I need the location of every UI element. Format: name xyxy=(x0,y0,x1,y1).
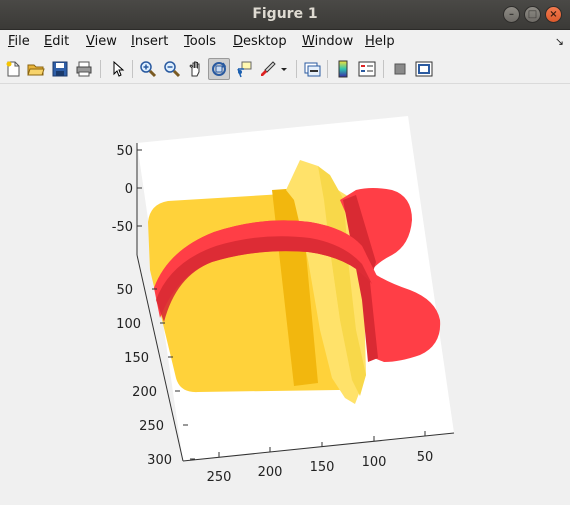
y-tick-label: 150 xyxy=(124,351,149,366)
pan-hand-icon[interactable] xyxy=(185,58,207,80)
menu-file[interactable]: File xyxy=(8,34,30,49)
x-axis-line xyxy=(182,432,455,462)
x-axis-ticks: 250 200 150 100 50 xyxy=(207,431,434,485)
x-tick-label: 50 xyxy=(417,450,434,465)
brush-icon[interactable] xyxy=(257,58,279,80)
y-axis-line xyxy=(136,254,184,462)
show-plot-tools-icon[interactable] xyxy=(413,58,435,80)
save-icon[interactable] xyxy=(49,58,71,80)
z-tick-label: 0 xyxy=(125,182,133,197)
minimize-icon[interactable]: – xyxy=(503,6,520,23)
close-icon[interactable]: × xyxy=(545,6,562,23)
menu-view[interactable]: View xyxy=(86,34,117,49)
y-axis-ticks: 50 100 150 200 250 300 xyxy=(116,283,195,468)
z-tick-label: -50 xyxy=(112,220,133,235)
new-figure-icon[interactable] xyxy=(2,58,24,80)
z-tick-label: 50 xyxy=(116,144,133,159)
menu-insert[interactable]: Insert xyxy=(131,34,169,49)
zoom-in-icon[interactable] xyxy=(137,58,159,80)
pointer-icon[interactable] xyxy=(106,58,128,80)
rotate-3d-icon[interactable] xyxy=(208,58,230,80)
red-ribbon-surface xyxy=(154,220,378,322)
menu-desktop[interactable]: Desktop xyxy=(233,34,287,49)
hide-plot-tools-icon[interactable] xyxy=(389,58,411,80)
x-tick-label: 150 xyxy=(310,460,335,475)
dock-arrow-icon[interactable]: ↘ xyxy=(554,35,564,48)
window-titlebar[interactable]: Figure 1 – □ × xyxy=(0,0,570,30)
red-bow-surface xyxy=(340,188,441,362)
axis-lines xyxy=(136,143,455,462)
menu-window[interactable]: Window xyxy=(302,34,354,49)
menu-bar: File Edit View Insert Tools Desktop Wind… xyxy=(0,30,570,54)
toolbar-separator xyxy=(132,60,133,78)
z-axis-ticks: 50 0 -50 xyxy=(112,144,142,235)
toolbar-separator xyxy=(296,60,297,78)
menu-edit[interactable]: Edit xyxy=(44,34,70,49)
colorbar-icon[interactable] xyxy=(332,58,354,80)
y-tick-label: 300 xyxy=(147,453,172,468)
figure-toolbar xyxy=(0,54,570,84)
y-tick-label: 100 xyxy=(116,317,141,332)
toolbar-separator xyxy=(383,60,384,78)
link-plot-icon[interactable] xyxy=(301,58,323,80)
menu-help[interactable]: Help xyxy=(365,34,395,49)
plot-canvas[interactable]: 50 0 -50 50 100 150 200 250 300 250 200 … xyxy=(0,85,570,505)
window-title: Figure 1 xyxy=(252,6,318,22)
y-tick-label: 200 xyxy=(132,385,157,400)
x-tick-label: 200 xyxy=(258,465,283,480)
zoom-out-icon[interactable] xyxy=(161,58,183,80)
toolbar-separator xyxy=(327,60,328,78)
toolbar-separator xyxy=(100,60,101,78)
y-tick-label: 250 xyxy=(139,419,164,434)
maximize-icon[interactable]: □ xyxy=(524,6,541,23)
menu-tools[interactable]: Tools xyxy=(184,34,217,49)
print-icon[interactable] xyxy=(73,58,95,80)
x-tick-label: 250 xyxy=(207,470,232,485)
data-cursor-icon[interactable] xyxy=(233,58,255,80)
brush-dropdown-icon[interactable] xyxy=(278,58,290,80)
y-tick-label: 50 xyxy=(116,283,133,298)
open-file-icon[interactable] xyxy=(25,58,47,80)
legend-icon[interactable] xyxy=(356,58,378,80)
x-tick-label: 100 xyxy=(362,455,387,470)
